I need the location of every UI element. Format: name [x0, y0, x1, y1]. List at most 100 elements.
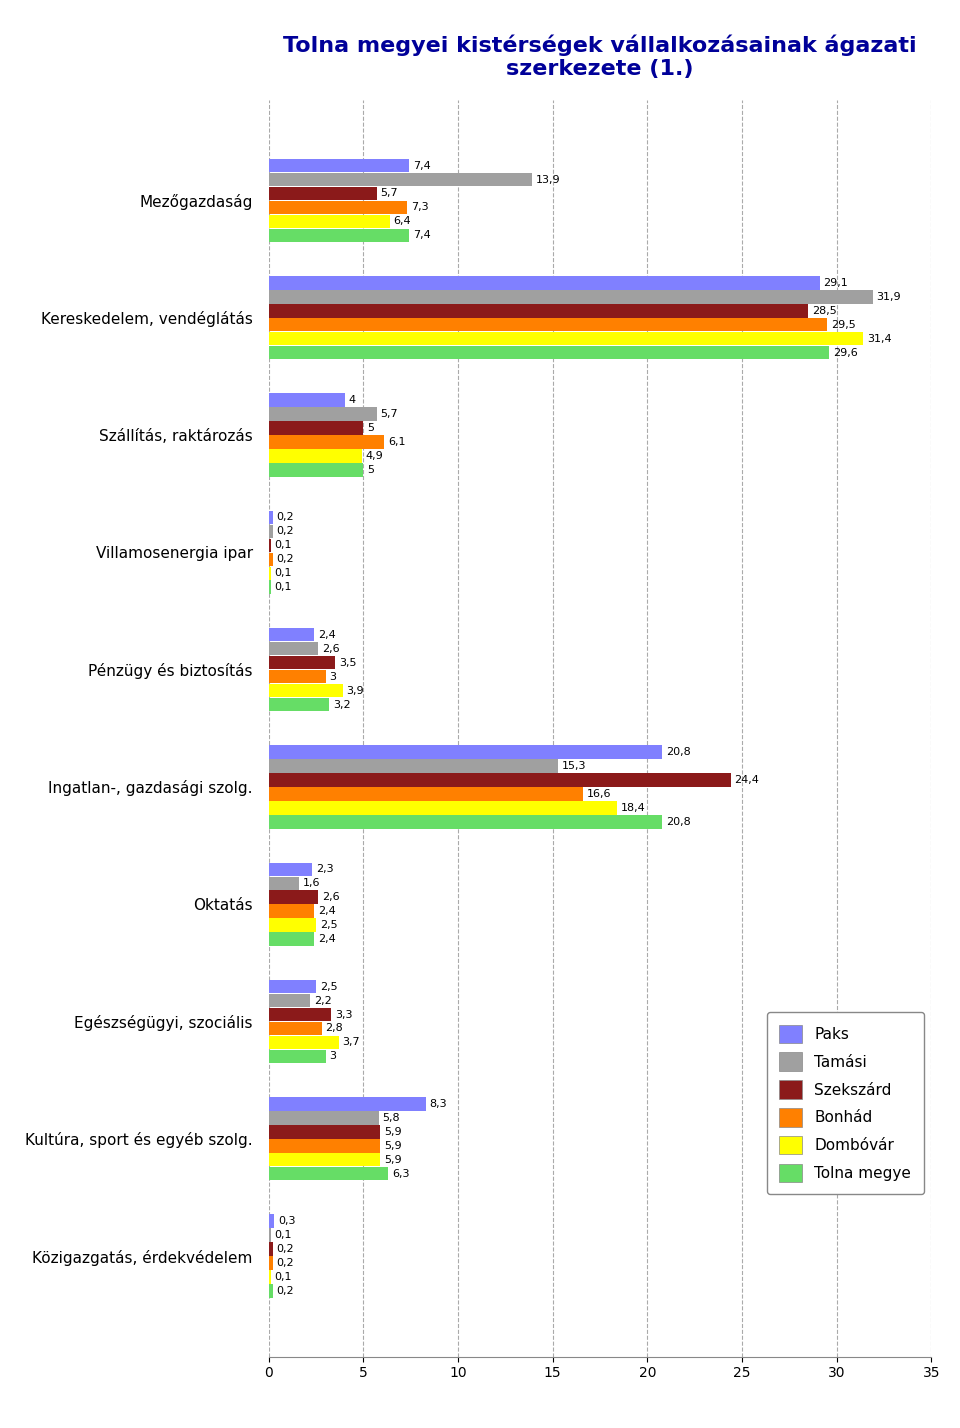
Text: 5,9: 5,9 [384, 1141, 402, 1151]
Text: 1,6: 1,6 [302, 878, 321, 888]
Text: 16,6: 16,6 [587, 788, 612, 798]
Text: 2,8: 2,8 [325, 1024, 344, 1034]
Text: 5: 5 [368, 423, 374, 433]
Text: 7,4: 7,4 [413, 160, 430, 170]
Bar [269, 1152, 380, 1167]
Text: 0,2: 0,2 [276, 527, 294, 537]
Text: 3,5: 3,5 [339, 658, 356, 668]
Bar [269, 980, 316, 994]
Text: 5,8: 5,8 [382, 1112, 400, 1122]
Bar [269, 891, 318, 904]
Text: 5: 5 [368, 466, 374, 476]
Bar [269, 394, 345, 407]
Bar [269, 760, 559, 773]
Text: 3: 3 [329, 1051, 336, 1061]
Text: 3,2: 3,2 [333, 700, 350, 710]
Bar [269, 684, 343, 697]
Bar [269, 643, 318, 655]
Bar [269, 1140, 380, 1152]
Text: 8,3: 8,3 [430, 1100, 447, 1110]
Bar [269, 1022, 322, 1035]
Text: 31,4: 31,4 [867, 334, 892, 344]
Bar [269, 698, 329, 711]
Bar [269, 436, 384, 448]
Text: 2,3: 2,3 [316, 864, 334, 874]
Bar [269, 450, 362, 463]
Bar [269, 276, 820, 290]
Bar [269, 801, 617, 814]
Bar [269, 1242, 273, 1255]
Text: 29,1: 29,1 [824, 278, 848, 288]
Text: 0,1: 0,1 [275, 568, 292, 578]
Text: 0,1: 0,1 [275, 583, 292, 593]
Bar [269, 1097, 426, 1111]
Bar [269, 201, 407, 214]
Bar [269, 538, 271, 553]
Bar [269, 1167, 388, 1181]
Bar [269, 187, 376, 200]
Text: 0,2: 0,2 [276, 1287, 294, 1297]
Bar [269, 159, 409, 173]
Bar [269, 1271, 271, 1284]
Bar [269, 1284, 273, 1298]
Bar [269, 318, 828, 331]
Text: 4,9: 4,9 [366, 451, 383, 461]
Bar [269, 932, 314, 945]
Text: 13,9: 13,9 [536, 174, 561, 184]
Text: 31,9: 31,9 [876, 291, 900, 301]
Bar [269, 815, 662, 828]
Bar [269, 331, 863, 346]
Bar [269, 304, 808, 317]
Bar [269, 1111, 378, 1125]
Text: 29,5: 29,5 [831, 320, 855, 330]
Bar [269, 994, 310, 1007]
Bar [269, 581, 271, 594]
Text: 5,7: 5,7 [380, 188, 398, 198]
Text: 6,4: 6,4 [394, 217, 411, 227]
Bar [269, 346, 829, 360]
Text: 15,3: 15,3 [563, 761, 587, 771]
Bar [269, 173, 532, 186]
Bar [269, 918, 316, 932]
Text: 2,6: 2,6 [322, 644, 340, 654]
Bar [269, 214, 390, 228]
Text: 3,7: 3,7 [343, 1037, 360, 1048]
Text: 2,5: 2,5 [320, 981, 338, 991]
Bar [269, 1125, 380, 1138]
Bar [269, 421, 364, 434]
Text: 3,9: 3,9 [347, 685, 364, 695]
Text: 5,7: 5,7 [380, 408, 398, 420]
Text: 0,2: 0,2 [276, 513, 294, 523]
Bar [269, 655, 335, 670]
Text: 0,2: 0,2 [276, 1244, 294, 1254]
Bar [269, 745, 662, 758]
Text: 0,2: 0,2 [276, 554, 294, 564]
Bar [269, 670, 325, 684]
Bar [269, 773, 731, 787]
Text: 7,4: 7,4 [413, 230, 430, 240]
Bar [269, 877, 300, 890]
Text: 29,6: 29,6 [832, 347, 857, 357]
Bar [269, 1008, 331, 1021]
Text: 2,4: 2,4 [318, 934, 336, 944]
Text: 28,5: 28,5 [812, 306, 837, 316]
Text: 20,8: 20,8 [666, 817, 691, 827]
Bar [269, 1214, 275, 1228]
Text: 3: 3 [329, 671, 336, 681]
Bar [269, 1228, 271, 1242]
Bar [269, 228, 409, 243]
Legend: Paks, Tamási, Szekszárd, Bonhád, Dombóvár, Tolna megye: Paks, Tamási, Szekszárd, Bonhád, Dombóvá… [767, 1012, 924, 1194]
Bar [269, 787, 583, 801]
Text: 0,1: 0,1 [275, 1230, 292, 1240]
Bar [269, 1257, 273, 1269]
Text: 0,1: 0,1 [275, 1272, 292, 1282]
Text: 0,2: 0,2 [276, 1258, 294, 1268]
Text: 3,3: 3,3 [335, 1010, 352, 1020]
Text: 18,4: 18,4 [621, 803, 645, 813]
Bar [269, 524, 273, 538]
Title: Tolna megyei kistérségek vállalkozásainak ágazati
szerkezete (1.): Tolna megyei kistérségek vállalkozásaina… [283, 34, 917, 79]
Text: 0,1: 0,1 [275, 540, 292, 550]
Bar [269, 1050, 325, 1062]
Bar [269, 463, 364, 477]
Text: 2,6: 2,6 [322, 892, 340, 902]
